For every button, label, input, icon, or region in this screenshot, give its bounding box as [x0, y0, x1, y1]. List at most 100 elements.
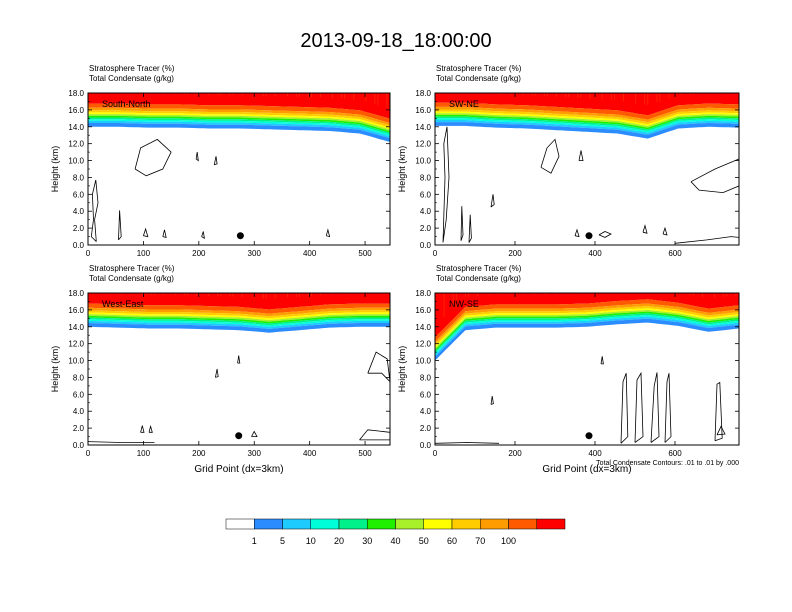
colorbar-cell	[367, 518, 396, 530]
colorbar-cell	[338, 518, 368, 530]
location-marker	[236, 232, 244, 240]
condensate-contour	[468, 214, 472, 243]
y-tick-label: 8.0	[73, 373, 85, 382]
y-tick-label: 10.0	[68, 157, 84, 166]
x-tick-label: 400	[303, 449, 317, 458]
y-tick-label: 0.0	[420, 241, 432, 250]
y-axis-label: Height (km)	[50, 146, 60, 193]
x-tick-label: 0	[433, 449, 438, 458]
location-marker	[235, 432, 243, 440]
subtitle-tracer: Stratosphere Tracer (%)	[89, 264, 175, 273]
colorbar-label: 10	[306, 536, 316, 546]
condensate-contour	[148, 424, 153, 433]
tracer-band-80	[435, 299, 739, 342]
y-tick-label: 4.0	[420, 207, 432, 216]
tracer-band-60	[88, 110, 390, 128]
y-axis-label: Height (km)	[397, 146, 407, 193]
y-tick-label: 0.0	[73, 241, 85, 250]
plot-area	[435, 293, 739, 445]
x-tick-label: 100	[137, 449, 151, 458]
condensate-contour	[620, 373, 629, 444]
x-tick-label: 600	[668, 249, 682, 258]
x-tick-label: 600	[668, 449, 682, 458]
tracer-band-30	[88, 315, 390, 324]
y-tick-label: 12.0	[415, 340, 431, 349]
condensate-contour	[143, 227, 149, 238]
condensate-contour	[325, 228, 331, 238]
x-tick-label: 200	[508, 249, 522, 258]
condensate-contour	[215, 368, 219, 378]
condensate-contour	[435, 442, 500, 444]
tracer-band-20	[435, 116, 739, 131]
colorbar-cell	[423, 518, 453, 530]
y-tick-label: 0.0	[73, 441, 85, 450]
condensate-contour	[251, 430, 258, 437]
y-tick-label: 16.0	[415, 106, 431, 115]
panel-west-east: 0.0 2.0 4.0 6.0 8.0 10.0 12.0 14.0 16.0 18.0 0 100 2…	[50, 264, 391, 475]
condensate-contour	[442, 126, 450, 243]
condensate-contour	[213, 156, 218, 166]
tracer-band-60	[435, 109, 739, 125]
plot-area	[88, 93, 390, 245]
main-title: 2013-09-18_18:00:00	[300, 30, 492, 52]
tracer-band-50	[88, 312, 390, 320]
y-tick-label: 8.0	[420, 173, 432, 182]
condensate-contour	[460, 206, 464, 241]
subtitle-tracer: Stratosphere Tracer (%)	[436, 264, 522, 273]
tracer-band-40	[435, 113, 739, 128]
panel-sw-ne: 0.0 2.0 4.0 6.0 8.0 10.0 12.0 14.0 16.0 18.0 0 200 4…	[397, 64, 740, 258]
location-marker	[585, 232, 593, 240]
y-tick-label: 12.0	[68, 140, 84, 149]
colorbar-cell	[310, 518, 340, 530]
condensate-contour	[674, 236, 739, 244]
plot-area	[435, 93, 739, 245]
condensate-contour	[664, 373, 672, 443]
x-tick-label: 300	[248, 449, 262, 458]
x-tick-label: 200	[192, 249, 206, 258]
y-tick-label: 18.0	[415, 89, 431, 98]
tracer-band-100	[435, 93, 739, 116]
condensate-contour	[490, 395, 494, 405]
y-tick-label: 14.0	[68, 123, 84, 132]
y-axis-label: Height (km)	[50, 346, 60, 393]
contour-footnote: Total Condensate Contours: .01 to .01 by…	[596, 460, 739, 467]
colorbar-cell	[225, 518, 255, 530]
tracer-band-5	[88, 120, 390, 139]
location-marker	[585, 432, 593, 440]
condensate-contour	[716, 425, 726, 436]
y-tick-label: 6.0	[420, 390, 432, 399]
condensate-contour	[540, 138, 560, 174]
x-tick-label: 300	[248, 249, 262, 258]
subtitle-tracer: Stratosphere Tracer (%)	[436, 64, 522, 73]
y-tick-label: 4.0	[420, 407, 432, 416]
y-tick-label: 10.0	[415, 157, 431, 166]
colorbar-label: 20	[334, 536, 344, 546]
y-tick-label: 18.0	[68, 89, 84, 98]
colorbar-label: 1	[252, 536, 257, 546]
y-tick-label: 6.0	[73, 190, 85, 199]
colorbar-cell	[451, 518, 481, 530]
x-tick-label: 200	[192, 449, 206, 458]
tracer-band-40	[88, 314, 390, 322]
condensate-contour	[574, 228, 580, 238]
x-axis-label: Grid Point (dx=3km)	[194, 464, 283, 475]
y-tick-label: 6.0	[420, 190, 432, 199]
tracer-band-80	[88, 303, 390, 314]
panel-label: South-North	[102, 99, 151, 109]
panel-label: NW-SE	[449, 299, 479, 309]
tracer-band-50	[88, 112, 390, 130]
x-tick-label: 0	[86, 249, 91, 258]
y-axis-label: Height (km)	[397, 346, 407, 393]
x-tick-label: 0	[433, 249, 438, 258]
y-tick-label: 10.0	[68, 357, 84, 366]
condensate-contour	[134, 138, 172, 177]
x-tick-label: 500	[358, 449, 372, 458]
y-tick-label: 4.0	[73, 207, 85, 216]
tracer-band-40	[88, 114, 390, 131]
condensate-contour	[90, 179, 99, 242]
tracer-band-100	[88, 293, 390, 310]
x-tick-label: 400	[588, 449, 602, 458]
tracer-band-1	[435, 122, 739, 139]
y-tick-label: 0.0	[420, 441, 432, 450]
y-tick-label: 2.0	[420, 224, 432, 233]
